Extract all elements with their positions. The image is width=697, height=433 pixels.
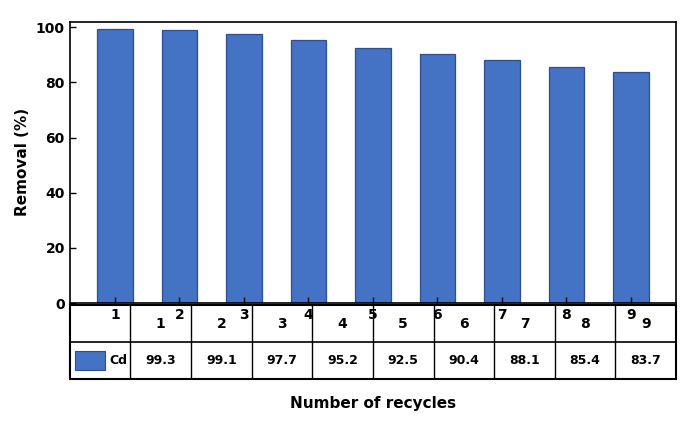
Text: 4: 4 — [338, 317, 347, 331]
Text: 90.4: 90.4 — [448, 354, 480, 367]
Text: 8: 8 — [581, 317, 590, 331]
Text: 6: 6 — [459, 317, 468, 331]
Text: 9: 9 — [641, 317, 650, 331]
Text: 1: 1 — [156, 317, 165, 331]
Bar — [613, 72, 648, 303]
Text: 3: 3 — [277, 317, 286, 331]
Bar — [355, 48, 390, 303]
Bar — [162, 29, 197, 303]
Text: 97.7: 97.7 — [266, 354, 298, 367]
Text: 99.1: 99.1 — [206, 354, 237, 367]
Text: 92.5: 92.5 — [388, 354, 419, 367]
Text: 83.7: 83.7 — [630, 354, 661, 367]
Bar — [98, 29, 132, 303]
Bar — [420, 54, 455, 303]
Text: Number of recycles: Number of recycles — [290, 396, 456, 411]
Text: 7: 7 — [520, 317, 529, 331]
Bar — [291, 40, 326, 303]
Bar — [227, 33, 261, 303]
Bar — [484, 60, 519, 303]
Text: 99.3: 99.3 — [146, 354, 176, 367]
Text: 2: 2 — [217, 317, 226, 331]
Bar — [75, 351, 105, 370]
Text: 85.4: 85.4 — [569, 354, 601, 367]
Bar — [549, 68, 584, 303]
Text: 95.2: 95.2 — [327, 354, 358, 367]
Text: Cd: Cd — [109, 354, 128, 367]
Text: 88.1: 88.1 — [509, 354, 540, 367]
Text: 5: 5 — [399, 317, 408, 331]
Y-axis label: Removal (%): Removal (%) — [15, 108, 30, 216]
